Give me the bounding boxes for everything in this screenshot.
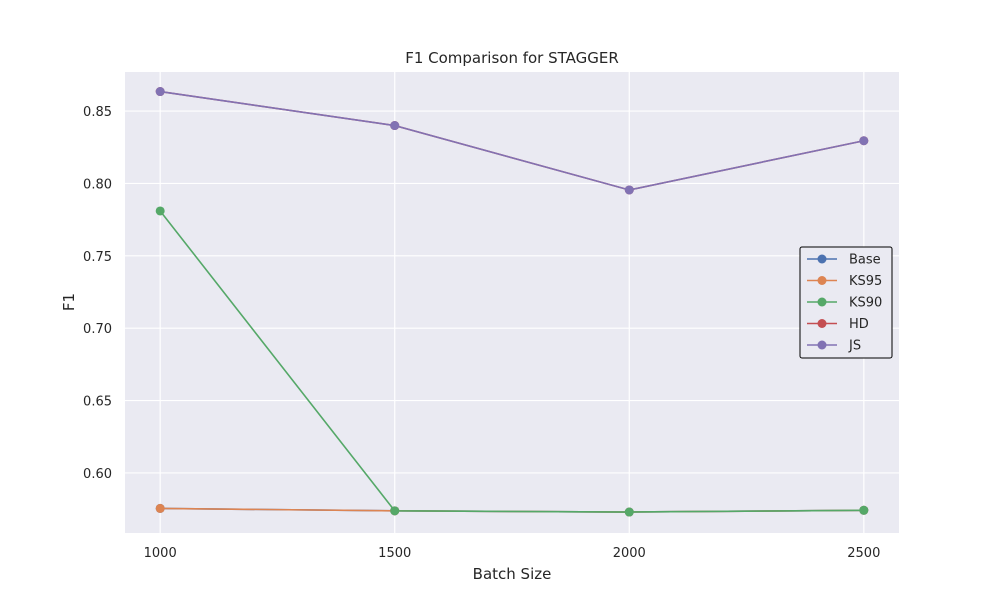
data-point-js — [859, 136, 869, 146]
data-point-js — [390, 121, 400, 131]
data-point-ks95 — [155, 503, 165, 513]
y-tick-label: 0.85 — [83, 105, 112, 120]
tick-labels: 1000 1500 2000 2500 0.60 0.65 0.70 0.75 0.80 0.85 — [83, 105, 880, 561]
x-tick-label: 1000 — [144, 546, 177, 561]
legend-marker-hd — [817, 319, 827, 328]
legend-marker-ks90 — [817, 297, 827, 307]
data-point-ks90 — [390, 506, 400, 516]
chart-title: F1 Comparison for STAGGER — [405, 49, 619, 67]
data-point-ks90 — [624, 507, 634, 517]
legend-label-hd: HD — [849, 317, 869, 332]
plot-background — [125, 72, 899, 533]
y-tick-label: 0.80 — [83, 177, 112, 192]
legend-label-base: Base — [849, 253, 881, 268]
data-point-ks90 — [859, 505, 869, 515]
x-tick-label: 1500 — [378, 546, 411, 561]
legend-box — [799, 246, 893, 359]
data-point-js — [624, 185, 634, 195]
y-tick-label: 0.65 — [83, 395, 112, 410]
x-tick-label: 2500 — [847, 546, 880, 561]
legend-marker-js — [817, 340, 827, 350]
series-lines — [155, 87, 869, 517]
legend: Base KS95 KS90 HD JS — [799, 246, 893, 359]
grid-lines — [125, 72, 899, 533]
legend-marker-base — [817, 254, 827, 264]
y-axis-label: F1 — [60, 293, 78, 311]
data-point-js — [155, 87, 165, 97]
legend-label-js: JS — [848, 339, 861, 354]
series-line-js — [160, 90, 864, 191]
data-point-ks90 — [155, 206, 165, 216]
y-tick-label: 0.70 — [83, 322, 112, 337]
legend-label-ks95: KS95 — [849, 274, 882, 289]
series-line-ks90 — [159, 210, 864, 513]
x-axis-label: Batch Size — [473, 565, 552, 583]
x-tick-label: 2000 — [613, 546, 646, 561]
legend-marker-ks95 — [817, 276, 827, 285]
y-tick-label: 0.75 — [83, 250, 112, 265]
legend-label-ks90: KS90 — [849, 296, 882, 311]
y-tick-label: 0.60 — [83, 467, 112, 482]
